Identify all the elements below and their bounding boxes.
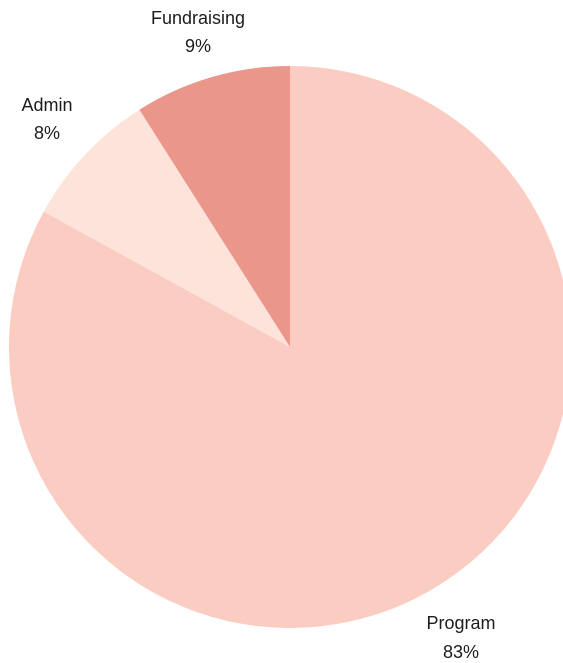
pie-slice-program — [9, 66, 563, 628]
slice-label-program: Program — [426, 613, 495, 633]
slice-label-fundraising: Fundraising — [151, 8, 245, 28]
slice-value-admin: 8% — [34, 123, 60, 143]
slice-value-program: 83% — [443, 642, 479, 662]
slice-label-admin: Admin — [21, 95, 72, 115]
pie-slice-fundraising — [139, 66, 290, 347]
pie-slice-admin — [43, 109, 290, 347]
slice-value-fundraising: 9% — [185, 36, 211, 56]
pie-slices — [9, 66, 563, 628]
